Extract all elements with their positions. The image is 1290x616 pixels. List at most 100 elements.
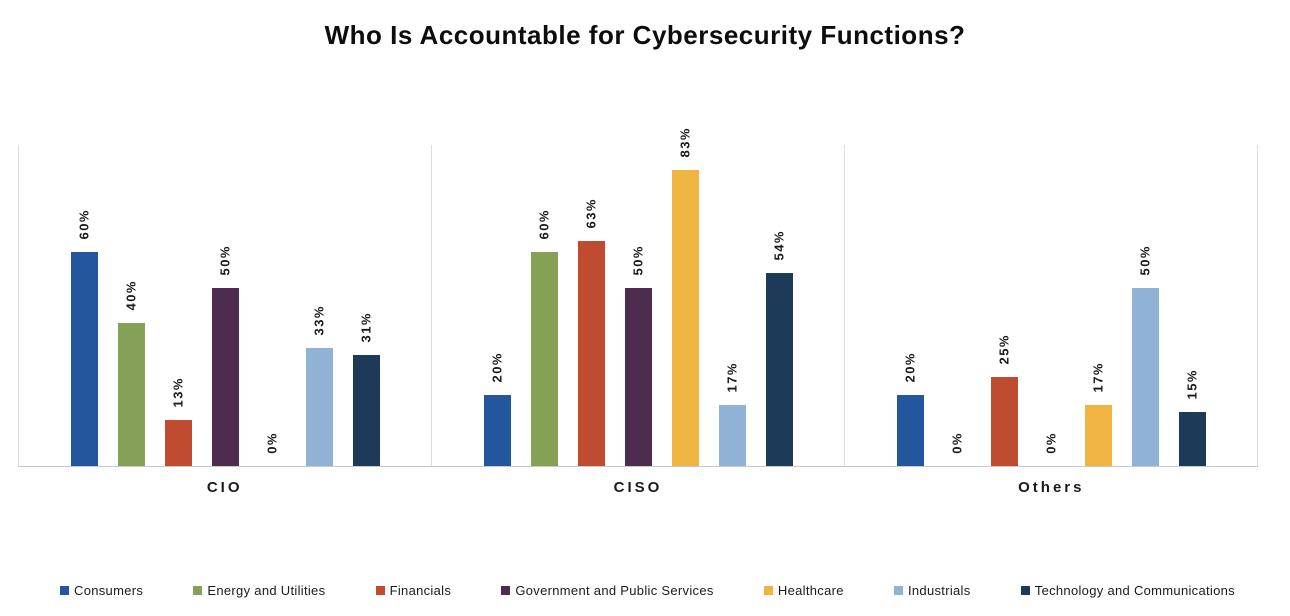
- bar-financials-others: [990, 377, 1018, 466]
- legend-swatch-icon: [763, 586, 773, 595]
- legend-label: Healthcare: [777, 583, 844, 598]
- category-label-ciso: CISO: [613, 479, 663, 496]
- bar-value-text: 33%: [311, 305, 327, 336]
- bar-industrials-ciso: [718, 405, 746, 466]
- category-axis: CIO CISO Others: [18, 467, 1258, 496]
- legend-item-industrials: Industrials: [893, 583, 971, 598]
- bar-value-text: 60%: [76, 209, 92, 240]
- category-label-cio: CIO: [206, 479, 243, 496]
- bar-slot-government-and-public-services-cio: 50%: [211, 145, 239, 466]
- bar-value-label: 17%: [1090, 362, 1106, 397]
- bar-value-label: 54%: [771, 230, 787, 265]
- legend-item-energy-and-utilities: Energy and Utilities: [193, 583, 325, 598]
- bar-energy-and-utilities-cio: [117, 323, 145, 466]
- legend-swatch-icon: [193, 586, 203, 595]
- bar-value-text: 0%: [1043, 432, 1059, 454]
- bar-slot-healthcare-ciso: 83%: [671, 127, 699, 466]
- bar-industrials-cio: [305, 348, 333, 466]
- panel-others: 20% 0% 25% 0% 17% 50% 15%: [844, 145, 1258, 466]
- bar-value-label: 13%: [170, 377, 186, 412]
- bar-value-text: 15%: [1184, 369, 1200, 400]
- bar-value-label: 60%: [76, 209, 92, 244]
- panel-ciso: 20% 60% 63% 50% 83% 17% 54%: [431, 127, 844, 466]
- legend-label: Industrials: [907, 583, 971, 598]
- bar-value-text: 50%: [630, 245, 646, 276]
- bar-technology-and-communications-cio: [352, 355, 380, 466]
- bar-slot-healthcare-others: 17%: [1084, 145, 1112, 466]
- bar-value-text: 0%: [949, 432, 965, 454]
- bar-consumers-others: [896, 395, 924, 466]
- bar-slot-financials-others: 25%: [990, 145, 1018, 466]
- bar-value-text: 13%: [170, 377, 186, 408]
- bar-value-text: 0%: [264, 432, 280, 454]
- bar-value-label: 33%: [311, 305, 327, 340]
- bar-value-label: 50%: [218, 245, 233, 280]
- bar-slot-industrials-ciso: 17%: [718, 145, 746, 466]
- bar-value-text: 25%: [996, 334, 1012, 365]
- bar-healthcare-ciso: [671, 170, 699, 466]
- bar-slot-financials-cio: 13%: [164, 145, 192, 466]
- bar-value-text: 31%: [358, 312, 374, 343]
- legend-label: Consumers: [74, 583, 144, 598]
- bar-slot-healthcare-cio: 0%: [259, 145, 286, 466]
- bar-financials-cio: [164, 420, 192, 466]
- bar-slot-energy-and-utilities-cio: 40%: [117, 145, 145, 466]
- legend-swatch-icon: [375, 586, 385, 595]
- bar-value-text: 60%: [536, 209, 552, 240]
- bar-value-text: 20%: [902, 352, 918, 383]
- bar-value-label: 17%: [725, 362, 740, 397]
- bar-value-text: 50%: [1137, 245, 1153, 276]
- bar-value-text: 63%: [583, 198, 599, 229]
- bar-value-label: 0%: [1043, 432, 1059, 458]
- legend-item-consumers: Consumers: [60, 583, 143, 598]
- bar-value-label: 15%: [1184, 369, 1200, 404]
- bar-value-text: 54%: [771, 230, 787, 261]
- bar-healthcare-others: [1084, 405, 1112, 466]
- legend-item-government-and-public-services: Government and Public Services: [501, 583, 713, 598]
- bar-value-label: 20%: [489, 352, 505, 387]
- bar-value-label: 50%: [630, 245, 646, 280]
- legend-swatch-icon: [893, 586, 903, 595]
- bar-value-label: 0%: [949, 432, 965, 458]
- bar-value-label: 83%: [677, 127, 693, 162]
- bar-value-text: 83%: [677, 127, 693, 158]
- bar-financials-ciso: [577, 241, 605, 466]
- bar-government-and-public-services-cio: [211, 288, 239, 466]
- legend-label: Technology and Communications: [1034, 583, 1235, 598]
- legend-label: Government and Public Services: [515, 583, 714, 598]
- category-label-others: Others: [1018, 479, 1085, 496]
- bar-value-label: 50%: [1137, 245, 1153, 280]
- bar-technology-and-communications-others: [1178, 412, 1206, 466]
- bar-value-label: 60%: [536, 209, 552, 244]
- legend-label: Energy and Utilities: [207, 583, 326, 598]
- bar-slot-energy-and-utilities-ciso: 60%: [530, 145, 558, 466]
- bar-slot-industrials-cio: 33%: [305, 145, 333, 466]
- bar-slot-government-and-public-services-others: 0%: [1038, 145, 1065, 466]
- legend-label: Financials: [389, 583, 452, 598]
- bar-slot-energy-and-utilities-others: 0%: [944, 145, 971, 466]
- panel-cio: 60% 40% 13% 50% 0% 33% 31%: [18, 145, 431, 466]
- bar-slot-consumers-cio: 60%: [70, 145, 98, 466]
- bar-government-and-public-services-ciso: [624, 288, 652, 466]
- plot-area: 60% 40% 13% 50% 0% 33% 31% 20% 60% 63% 50% 83% 17% 54…: [18, 127, 1258, 467]
- bar-value-text: 17%: [1090, 362, 1106, 393]
- chart-title: Who Is Accountable for Cybersecurity Fun…: [324, 20, 966, 50]
- legend-item-financials: Financials: [375, 583, 452, 598]
- bar-slot-government-and-public-services-ciso: 50%: [624, 145, 652, 466]
- bar-value-text: 20%: [489, 352, 505, 383]
- bar-slot-consumers-ciso: 20%: [483, 145, 511, 466]
- bar-value-label: 31%: [358, 312, 374, 347]
- bar-slot-technology-and-communications-others: 15%: [1178, 145, 1206, 466]
- legend-item-technology-and-communications: Technology and Communications: [1020, 583, 1235, 598]
- legend-item-healthcare: Healthcare: [763, 583, 844, 598]
- bar-value-text: 40%: [123, 280, 139, 311]
- legend-swatch-icon: [60, 586, 69, 595]
- bar-value-label: 0%: [264, 432, 280, 458]
- bar-consumers-cio: [70, 252, 98, 466]
- bar-energy-and-utilities-ciso: [530, 252, 558, 466]
- legend: Consumers Energy and Utilities Financials G…: [60, 583, 1235, 598]
- bar-industrials-others: [1131, 288, 1159, 466]
- bar-consumers-ciso: [483, 395, 511, 466]
- bar-slot-technology-and-communications-cio: 31%: [352, 145, 380, 466]
